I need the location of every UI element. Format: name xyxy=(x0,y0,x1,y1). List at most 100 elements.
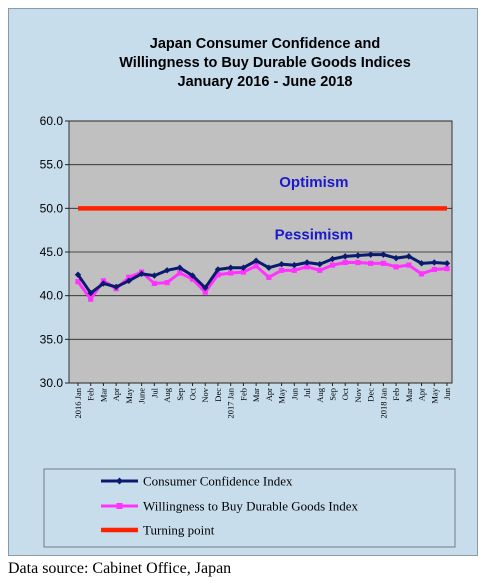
data-point-willingness xyxy=(126,274,132,280)
data-point-consumer-confidence xyxy=(252,257,260,264)
data-point-consumer-confidence xyxy=(303,259,311,266)
legend-swatch-marker xyxy=(116,503,123,509)
annotations: Optimism Pessimism xyxy=(275,174,353,243)
chart-title: Japan Consumer Confidence and Willingnes… xyxy=(119,36,411,90)
data-point-consumer-confidence xyxy=(316,261,323,268)
x-tick-label: Mar xyxy=(251,388,261,402)
x-tick-label: June xyxy=(137,388,147,404)
x-tick-label: Apr xyxy=(264,388,274,401)
data-point-willingness xyxy=(278,267,285,273)
data-point-consumer-confidence xyxy=(405,253,413,260)
data-point-willingness xyxy=(380,260,386,266)
data-point-consumer-confidence xyxy=(227,264,234,271)
data-point-consumer-confidence xyxy=(342,253,349,260)
data-point-consumer-confidence xyxy=(329,255,336,263)
chart-title-line-1: Japan Consumer Confidence and xyxy=(150,36,380,52)
annotation-pessimism: Pessimism xyxy=(275,227,353,244)
x-tick-label: Mar xyxy=(98,388,108,402)
x-tick-label: Oct xyxy=(340,387,350,400)
legend-label: Turning point xyxy=(143,523,215,538)
data-point-willingness xyxy=(253,263,259,269)
x-axis-ticks: 2016 Jan Feb Mar Apr May June Jul Aug Sep Oct Nov D… xyxy=(73,383,452,418)
x-tick-label: Jun xyxy=(289,387,299,400)
data-point-willingness xyxy=(406,262,412,268)
x-tick-label: Apr xyxy=(111,388,121,401)
data-point-willingness xyxy=(317,267,323,273)
x-tick-label: Nov xyxy=(353,387,363,402)
data-point-willingness xyxy=(355,259,361,266)
data-point-consumer-confidence xyxy=(240,264,247,271)
legend-label: Willingness to Buy Durable Goods Index xyxy=(143,499,359,514)
data-point-willingness xyxy=(177,270,183,276)
source-note: Data source: Cabinet Office, Japan xyxy=(8,560,232,577)
data-point-consumer-confidence xyxy=(189,272,196,279)
data-point-willingness xyxy=(228,270,234,276)
x-tick-label: Jul xyxy=(302,387,312,398)
data-point-willingness xyxy=(291,267,297,273)
data-point-consumer-confidence xyxy=(176,264,183,271)
data-point-willingness xyxy=(202,289,208,295)
y-tick-label: 60.0 xyxy=(40,114,64,128)
data-point-consumer-confidence xyxy=(380,251,387,258)
data-point-consumer-confidence xyxy=(74,271,82,278)
data-point-willingness xyxy=(189,276,196,282)
annotation-optimism: Optimism xyxy=(279,174,348,191)
y-tick-label: 30.0 xyxy=(40,376,64,390)
data-point-consumer-confidence xyxy=(367,251,374,258)
data-point-willingness xyxy=(329,262,336,268)
data-point-willingness xyxy=(88,296,94,302)
x-tick-label: Aug xyxy=(315,387,325,402)
data-point-consumer-confidence xyxy=(151,272,158,279)
data-point-consumer-confidence xyxy=(202,284,209,292)
data-point-consumer-confidence xyxy=(354,252,362,259)
x-tick-label: 2018 Jan xyxy=(378,387,388,418)
data-point-willingness xyxy=(266,274,272,280)
x-tick-label: Apr xyxy=(417,388,427,401)
x-tick-label: Sep xyxy=(327,388,337,401)
data-point-consumer-confidence xyxy=(278,261,285,268)
chart-title-line-3: January 2016 - June 2018 xyxy=(178,74,353,90)
data-point-willingness xyxy=(418,271,425,277)
y-tick-label: 45.0 xyxy=(40,245,64,259)
data-point-willingness xyxy=(431,266,437,273)
x-tick-label: May xyxy=(277,387,287,403)
x-tick-label: Nov xyxy=(200,387,210,402)
data-point-consumer-confidence xyxy=(112,283,120,291)
y-tick-label: 35.0 xyxy=(40,332,64,346)
data-point-willingness xyxy=(393,264,399,270)
data-point-consumer-confidence xyxy=(214,266,222,273)
x-tick-label: Jul xyxy=(149,387,159,398)
data-point-willingness xyxy=(240,269,247,275)
data-point-willingness xyxy=(342,259,348,266)
data-point-willingness xyxy=(304,264,310,270)
data-point-consumer-confidence xyxy=(265,264,273,271)
x-tick-label: 2016 Jan xyxy=(73,387,83,418)
x-tick-label: Jun xyxy=(442,387,452,400)
x-tick-label: Oct xyxy=(188,387,198,400)
data-point-willingness xyxy=(368,260,374,266)
y-tick-label: 50.0 xyxy=(40,201,64,215)
data-point-consumer-confidence xyxy=(125,277,133,285)
data-point-willingness xyxy=(215,272,221,278)
data-point-consumer-confidence xyxy=(138,270,145,278)
data-point-willingness xyxy=(75,279,81,285)
data-point-consumer-confidence xyxy=(431,259,438,266)
legend-label: Consumer Confidence Index xyxy=(143,474,293,489)
x-tick-label: Feb xyxy=(86,388,96,401)
x-tick-label: Dec xyxy=(213,388,223,402)
data-point-willingness xyxy=(151,280,157,287)
series-lines xyxy=(74,206,451,302)
y-tick-label: 55.0 xyxy=(40,158,64,172)
data-point-consumer-confidence xyxy=(443,260,451,267)
x-tick-label: Aug xyxy=(162,387,172,402)
x-tick-label: 2017 Jan xyxy=(226,387,236,418)
x-tick-label: Feb xyxy=(238,388,248,401)
data-point-consumer-confidence xyxy=(163,267,171,274)
x-tick-label: Feb xyxy=(391,388,401,401)
x-tick-label: May xyxy=(429,387,439,403)
x-tick-label: Dec xyxy=(366,388,376,402)
x-tick-label: Mar xyxy=(404,388,414,402)
chart-title-line-2: Willingness to Buy Durable Goods Indices xyxy=(119,55,411,71)
data-point-consumer-confidence xyxy=(392,254,400,262)
